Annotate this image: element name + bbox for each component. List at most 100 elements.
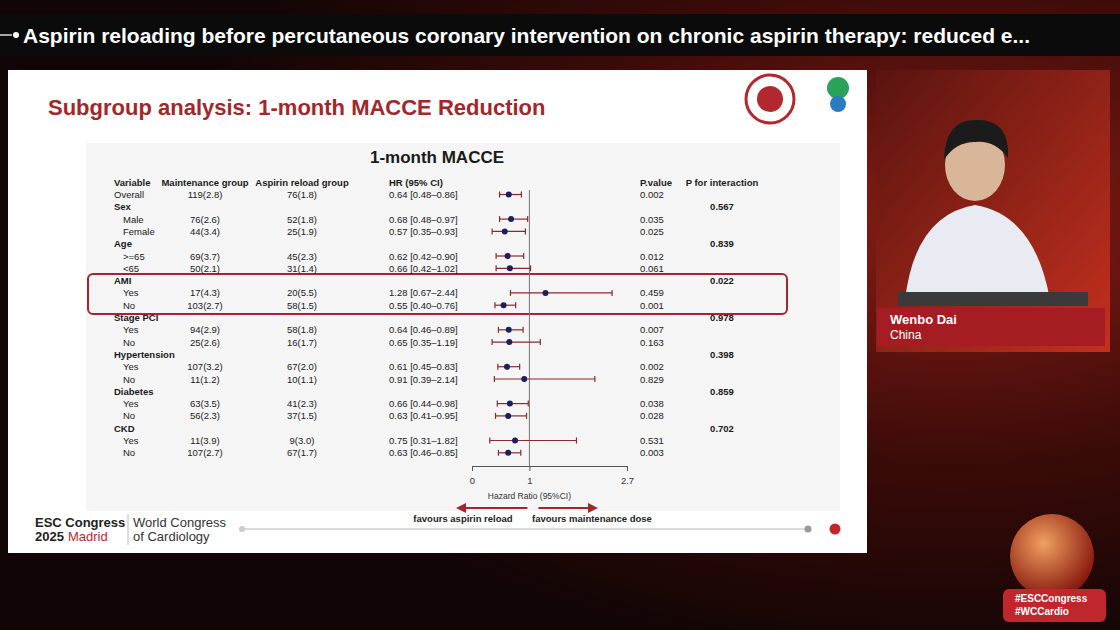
hr-cell: 0.64 [0.46–0.89]	[389, 324, 458, 335]
confidence-interval	[498, 364, 520, 370]
row-label: >=65	[123, 251, 145, 262]
hr-cell: 0.65 [0.35–1.19]	[389, 337, 458, 348]
hr-cell: 0.55 [0.40–0.76]	[389, 300, 458, 311]
p-value: 0.531	[640, 435, 664, 446]
tick-label: 0	[470, 475, 475, 486]
hr-cell: 0.62 [0.42–0.90]	[389, 251, 458, 262]
ci-cap	[526, 413, 527, 419]
slide	[8, 70, 867, 553]
row-label: Overall	[114, 189, 144, 200]
hr-point	[507, 401, 513, 407]
maintenance-cell: 94(2.9)	[190, 324, 220, 335]
ci-cap	[496, 265, 497, 271]
p-interaction: 0.022	[710, 275, 734, 286]
reload-cell: 67(2.0)	[287, 361, 317, 372]
group-label: Sex	[114, 201, 132, 212]
hr-point	[521, 376, 527, 382]
axis-title: Hazard Ratio (95%CI)	[488, 491, 571, 501]
row-label: No	[123, 337, 135, 348]
hr-point	[506, 327, 512, 333]
hashtag: #WCCardio	[1015, 606, 1069, 617]
slide-title: Subgroup analysis: 1-month MACCE Reducti…	[48, 95, 545, 120]
maintenance-cell: 107(3.2)	[187, 361, 222, 372]
progress-dot	[805, 526, 812, 533]
p-interaction: 0.567	[710, 201, 734, 212]
maintenance-cell: 76(2.6)	[190, 214, 220, 225]
separator	[128, 514, 129, 545]
group-label: CKD	[114, 423, 135, 434]
row-label: Male	[123, 214, 144, 225]
ci-cap	[527, 216, 528, 222]
confidence-interval	[494, 376, 594, 382]
hr-cell: 0.91 [0.39–2.14]	[389, 374, 458, 385]
tick-mark	[529, 466, 530, 471]
row-label: No	[123, 410, 135, 421]
confidence-interval	[498, 327, 523, 333]
hashtag-box	[1003, 589, 1106, 622]
confidence-interval	[496, 413, 527, 419]
tick-mark	[472, 466, 473, 471]
row-label: Female	[123, 226, 155, 237]
hr-point	[506, 339, 512, 345]
name-plate	[877, 308, 1105, 346]
p-value: 0.028	[640, 410, 664, 421]
congress-name: ESC Congress	[35, 515, 125, 530]
axis-line	[473, 467, 628, 472]
maintenance-cell: 50(2.1)	[190, 263, 220, 274]
p-interaction: 0.839	[710, 238, 734, 249]
hr-cell: 0.66 [0.44–0.98]	[389, 398, 458, 409]
reload-cell: 58(1.5)	[287, 300, 317, 311]
hashtag: #ESCCongress	[1015, 593, 1088, 604]
annotation: favours maintenance dose	[532, 513, 652, 524]
ci-cap	[498, 450, 499, 456]
column-header: P for interaction	[686, 177, 759, 188]
tick-label: 1	[527, 475, 532, 486]
group-label: Stage PCI	[114, 312, 158, 323]
column-header: HR (95% CI)	[389, 177, 443, 188]
reload-cell: 58(1.8)	[287, 324, 317, 335]
ci-cap	[523, 253, 524, 259]
hr-cell: 0.66 [0.42–1.02]	[389, 263, 458, 274]
background	[0, 0, 1120, 630]
maintenance-cell: 25(2.6)	[190, 337, 220, 348]
ci-cap	[510, 290, 511, 296]
hr-point	[501, 302, 507, 308]
p-value: 0.061	[640, 263, 664, 274]
group-label: AMI	[114, 275, 131, 286]
ci-cap	[497, 401, 498, 407]
tick: 0	[470, 466, 475, 486]
reload-cell: 52(1.8)	[287, 214, 317, 225]
tick-mark	[627, 466, 628, 471]
progress-dot	[239, 526, 245, 532]
speaker-country: China	[890, 328, 922, 342]
p-value: 0.829	[640, 374, 664, 385]
hr-point	[512, 438, 518, 444]
plot-panel	[86, 143, 840, 511]
ci-cap	[611, 290, 612, 296]
hr-cell: 0.63 [0.41–0.95]	[389, 410, 458, 421]
reload-cell: 41(2.3)	[287, 398, 317, 409]
group-label: Diabetes	[114, 386, 154, 397]
hr-point	[504, 364, 510, 370]
p-value: 0.459	[640, 287, 664, 298]
page: Aspirin reloading before percutaneous co…	[0, 0, 1120, 630]
ci-cap	[594, 376, 595, 382]
logo	[757, 86, 783, 112]
maintenance-cell: 107(2.7)	[187, 447, 222, 458]
maintenance-cell: 44(3.4)	[190, 226, 220, 237]
hr-point	[508, 216, 514, 222]
ci-line	[510, 292, 612, 293]
hr-cell: 0.63 [0.46–0.85]	[389, 447, 458, 458]
podium	[898, 292, 1088, 306]
tick: 2.7	[621, 466, 634, 486]
ci-line	[490, 440, 577, 441]
ci-cap	[489, 438, 490, 444]
ci-cap	[494, 302, 495, 308]
ci-cap	[519, 364, 520, 370]
confidence-interval	[500, 192, 522, 198]
column-header: P.value	[640, 177, 672, 188]
row-label: Yes	[123, 398, 139, 409]
ci-cap	[576, 438, 577, 444]
ci-cap	[494, 376, 495, 382]
p-value: 0.002	[640, 189, 664, 200]
